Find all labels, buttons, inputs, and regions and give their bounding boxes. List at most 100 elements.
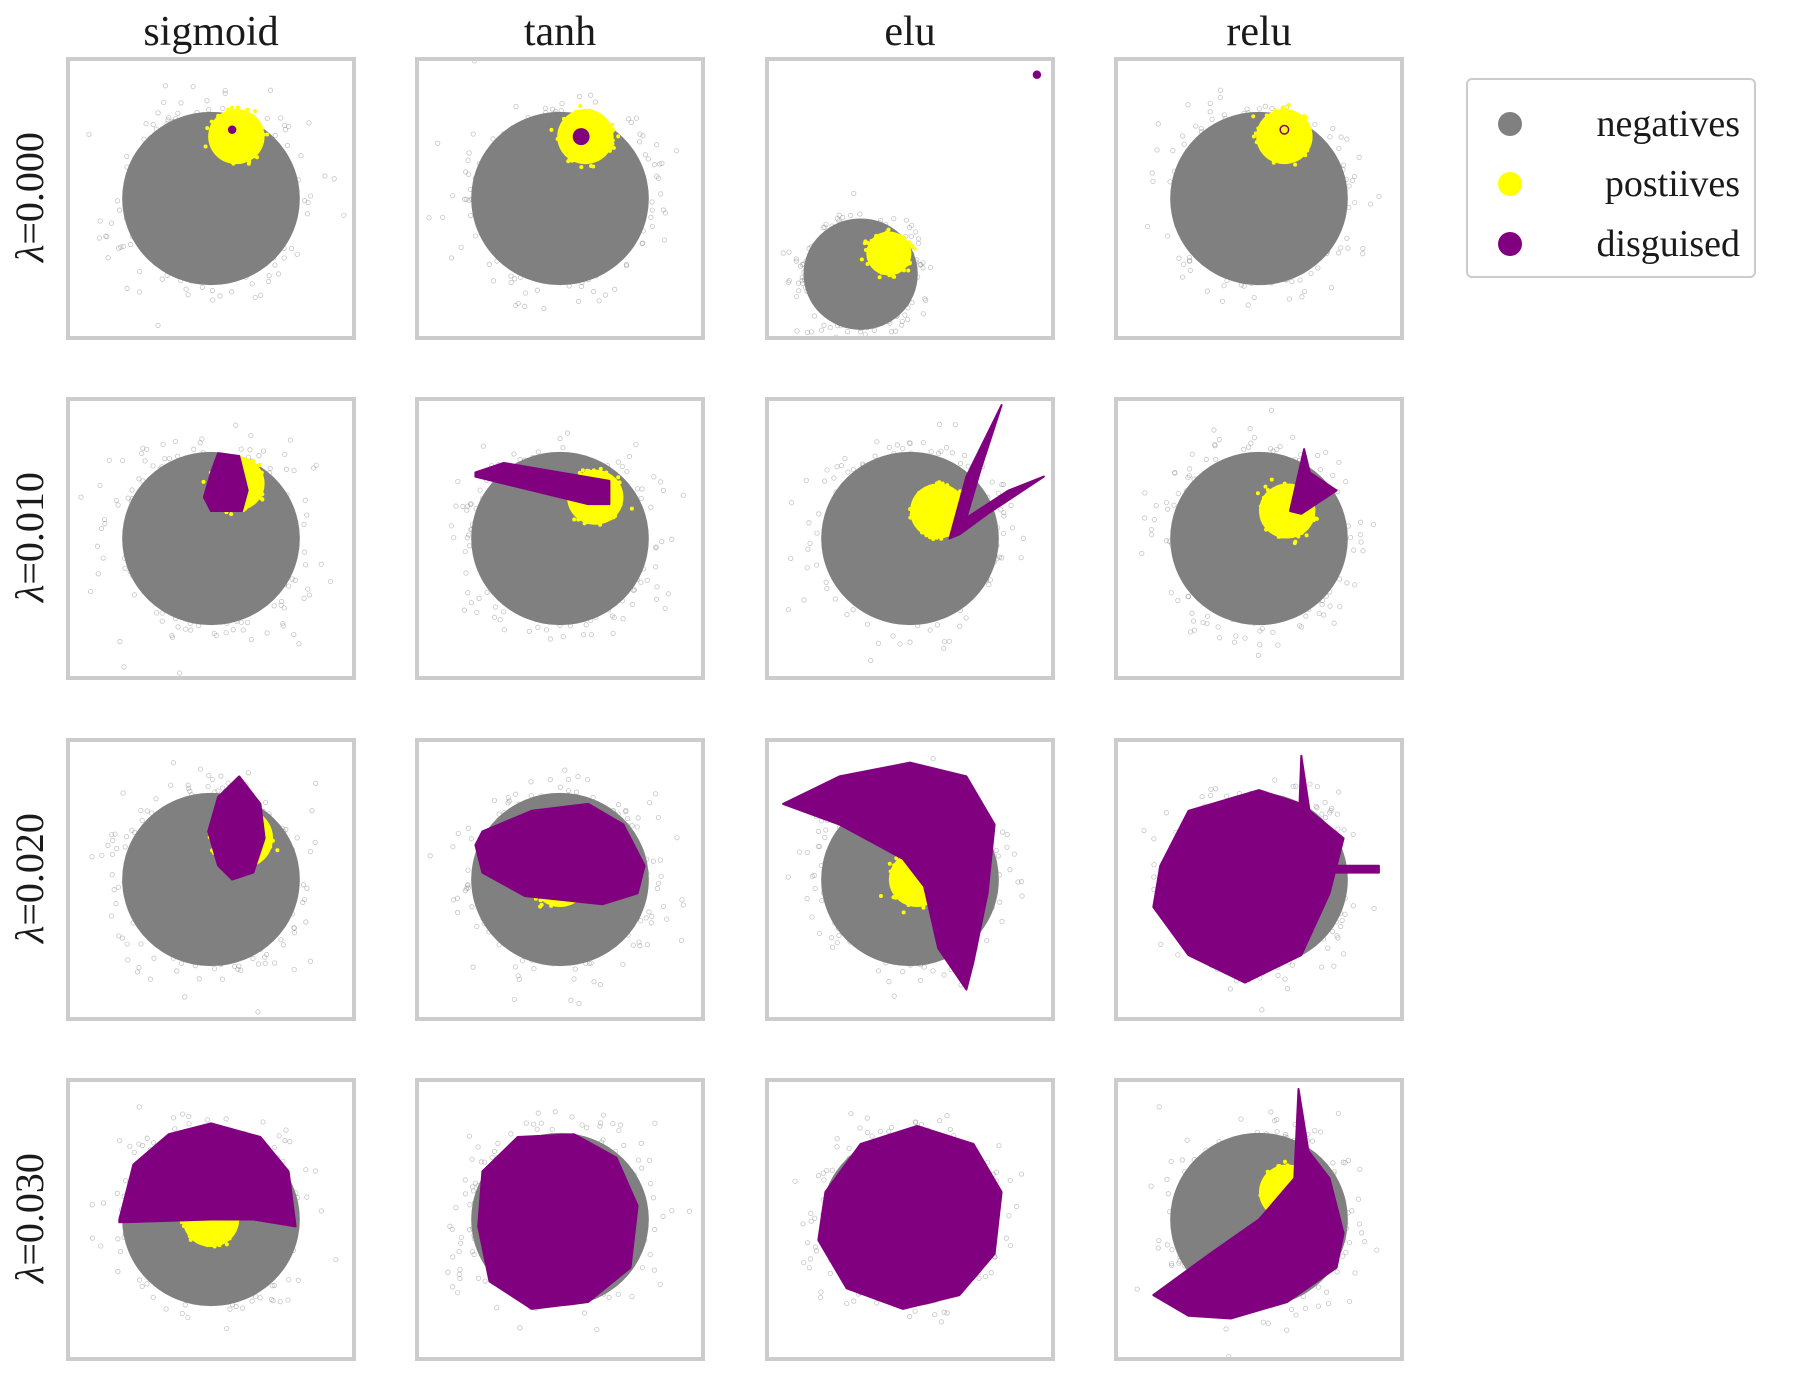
negative-point (1313, 803, 1319, 810)
negative-point (658, 191, 664, 197)
positive-point (1263, 484, 1268, 489)
negative-point (89, 854, 95, 860)
negative-point (594, 1326, 600, 1333)
negative-point (1185, 102, 1191, 108)
negative-point (1180, 133, 1186, 139)
negative-point (912, 1119, 919, 1125)
negative-point (1244, 106, 1250, 112)
negative-point (1219, 298, 1226, 304)
negative-point (923, 297, 929, 303)
negative-point (875, 968, 882, 974)
negative-point (491, 797, 498, 803)
negative-point (239, 1305, 246, 1311)
negative-point (131, 592, 137, 598)
negative-point (482, 1278, 488, 1284)
negative-point (941, 639, 948, 645)
negative-point (834, 1136, 840, 1142)
negative-point (1314, 805, 1320, 811)
negative-point (465, 882, 471, 889)
disguised-cloud (477, 1133, 639, 1310)
negative-point (1260, 1319, 1266, 1325)
negative-point (255, 961, 262, 967)
negative-point (1325, 945, 1331, 951)
negative-point (814, 530, 820, 536)
negative-point (492, 604, 499, 610)
negative-point (185, 785, 192, 792)
negative-point (820, 1170, 826, 1176)
legend-item-disguised: disguised (1468, 214, 1758, 274)
negative-point (113, 497, 119, 504)
negative-point (576, 1000, 582, 1007)
negative-point (282, 451, 288, 458)
negative-point (917, 262, 923, 268)
negative-point (531, 966, 537, 972)
negative-point (516, 976, 522, 982)
disguised-region (1032, 70, 1042, 79)
row-label-0: λ=0.000 (4, 57, 56, 337)
negative-point (236, 963, 242, 969)
negative-point (266, 273, 272, 279)
disguised-region (202, 452, 249, 512)
negative-point (209, 776, 215, 782)
negative-point (1150, 178, 1156, 185)
negative-point (136, 1277, 143, 1283)
negative-point (283, 1127, 289, 1133)
negative-point (829, 1167, 836, 1173)
negative-point (1251, 294, 1257, 301)
negative-point (944, 1113, 950, 1119)
negative-point (801, 597, 807, 603)
scatter-plot (448, 430, 686, 642)
negatives-cloud (1139, 407, 1377, 658)
negative-point (484, 589, 490, 595)
negative-point (271, 1144, 277, 1151)
negative-point (920, 439, 926, 446)
negative-point (1242, 635, 1248, 641)
negative-point (306, 120, 312, 126)
negative-point (637, 131, 643, 137)
scatter-plot (78, 422, 334, 676)
negative-point (822, 224, 828, 230)
negative-point (124, 153, 130, 160)
negative-point (897, 641, 903, 647)
negative-point (900, 445, 906, 452)
negative-point (824, 467, 830, 473)
negative-point (426, 215, 432, 221)
positive-point (887, 861, 892, 866)
negative-point (178, 960, 185, 966)
negative-point (1317, 466, 1323, 473)
negative-point (1257, 642, 1263, 648)
negative-point (213, 632, 219, 639)
negative-point (300, 899, 306, 906)
negative-point (832, 596, 838, 602)
negative-point (476, 595, 482, 601)
negative-point (838, 463, 845, 469)
negative-point (467, 1227, 473, 1233)
negative-point (796, 288, 802, 294)
negative-point (1371, 905, 1377, 912)
negative-point (806, 1265, 812, 1271)
negative-point (1312, 121, 1318, 127)
negative-point (89, 1235, 96, 1241)
negative-point (454, 895, 461, 901)
negative-point (995, 853, 1001, 859)
negative-point (654, 885, 660, 892)
negative-point (450, 1254, 456, 1260)
negative-point (890, 633, 896, 639)
negative-point (815, 843, 821, 850)
negative-point (265, 278, 272, 285)
negative-point (464, 535, 470, 541)
negative-point (155, 110, 161, 116)
negative-point (1151, 862, 1157, 868)
legend-label-positives: postiives (1604, 163, 1740, 205)
negative-point (1233, 633, 1239, 639)
negative-point (609, 613, 615, 619)
negative-point (249, 1298, 255, 1304)
negative-point (1187, 466, 1193, 472)
negative-point (295, 1277, 301, 1283)
negative-point (908, 233, 914, 239)
negative-point (1169, 1262, 1175, 1269)
positive-point (1292, 541, 1297, 546)
negative-point (660, 207, 666, 213)
negative-point (162, 456, 168, 462)
negative-point (238, 446, 244, 452)
